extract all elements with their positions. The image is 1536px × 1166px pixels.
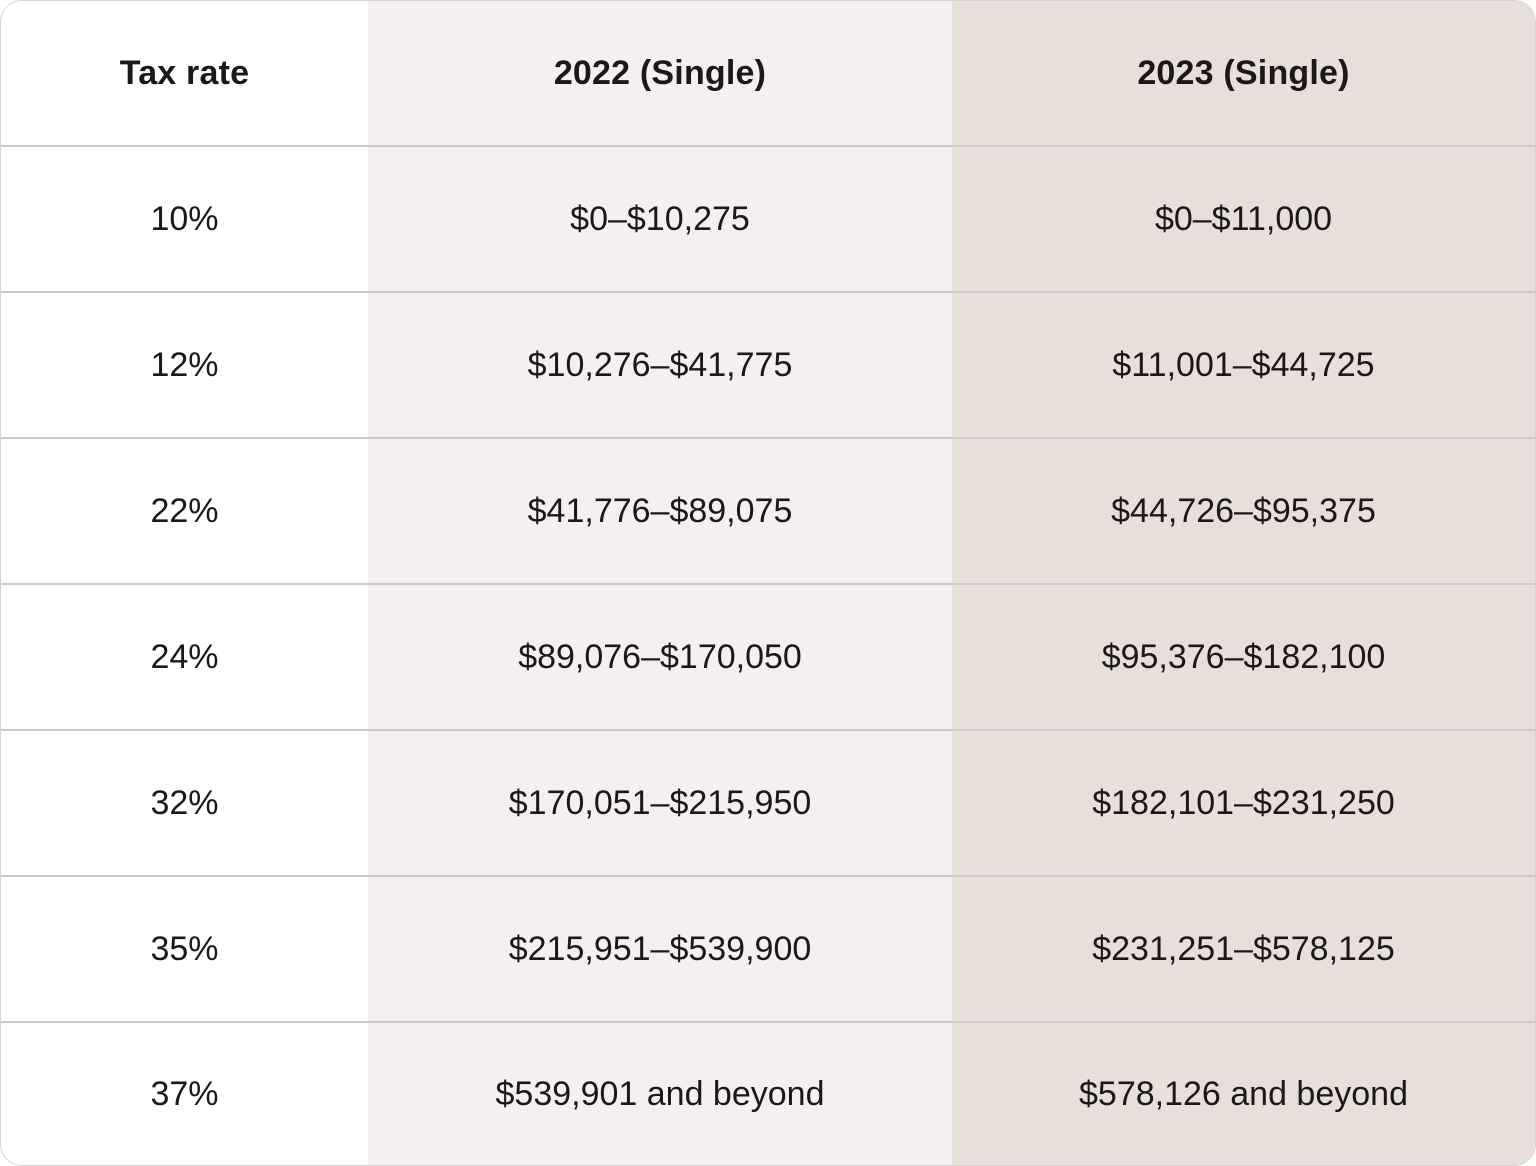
table-row: 35% $215,951–$539,900 $231,251–$578,125 bbox=[1, 877, 1535, 1021]
bracket-2022-cell: $0–$10,275 bbox=[368, 147, 952, 291]
bracket-2023-cell: $231,251–$578,125 bbox=[952, 877, 1535, 1021]
bracket-2022-cell: $10,276–$41,775 bbox=[368, 293, 952, 437]
table-header-row: Tax rate 2022 (Single) 2023 (Single) bbox=[1, 1, 1535, 145]
header-2022-single: 2022 (Single) bbox=[368, 1, 952, 145]
bracket-2023-cell: $0–$11,000 bbox=[952, 147, 1535, 291]
row-divider bbox=[1, 583, 1535, 585]
rate-cell: 12% bbox=[1, 293, 368, 437]
rate-cell: 35% bbox=[1, 877, 368, 1021]
bracket-2023-cell: $11,001–$44,725 bbox=[952, 293, 1535, 437]
table-row: 12% $10,276–$41,775 $11,001–$44,725 bbox=[1, 293, 1535, 437]
rate-cell: 37% bbox=[1, 1023, 368, 1165]
bracket-2022-cell: $170,051–$215,950 bbox=[368, 731, 952, 875]
rate-cell: 10% bbox=[1, 147, 368, 291]
rate-cell: 22% bbox=[1, 439, 368, 583]
rate-cell: 24% bbox=[1, 585, 368, 729]
bracket-2023-cell: $44,726–$95,375 bbox=[952, 439, 1535, 583]
table-row: 32% $170,051–$215,950 $182,101–$231,250 bbox=[1, 731, 1535, 875]
bracket-2022-cell: $539,901 and beyond bbox=[368, 1023, 952, 1165]
bracket-2022-cell: $41,776–$89,075 bbox=[368, 439, 952, 583]
bracket-2022-cell: $215,951–$539,900 bbox=[368, 877, 952, 1021]
table-row: 37% $539,901 and beyond $578,126 and bey… bbox=[1, 1023, 1535, 1165]
header-tax-rate: Tax rate bbox=[1, 1, 368, 145]
table-row: 22% $41,776–$89,075 $44,726–$95,375 bbox=[1, 439, 1535, 583]
bracket-2023-cell: $95,376–$182,100 bbox=[952, 585, 1535, 729]
row-divider bbox=[1, 437, 1535, 439]
row-divider bbox=[1, 729, 1535, 731]
row-divider bbox=[1, 291, 1535, 293]
header-2023-single: 2023 (Single) bbox=[952, 1, 1535, 145]
row-divider bbox=[1, 1021, 1535, 1023]
row-divider bbox=[1, 875, 1535, 877]
row-divider bbox=[1, 145, 1535, 147]
table-row: 24% $89,076–$170,050 $95,376–$182,100 bbox=[1, 585, 1535, 729]
bracket-2023-cell: $182,101–$231,250 bbox=[952, 731, 1535, 875]
rate-cell: 32% bbox=[1, 731, 368, 875]
bracket-2023-cell: $578,126 and beyond bbox=[952, 1023, 1535, 1165]
table-row: 10% $0–$10,275 $0–$11,000 bbox=[1, 147, 1535, 291]
bracket-2022-cell: $89,076–$170,050 bbox=[368, 585, 952, 729]
